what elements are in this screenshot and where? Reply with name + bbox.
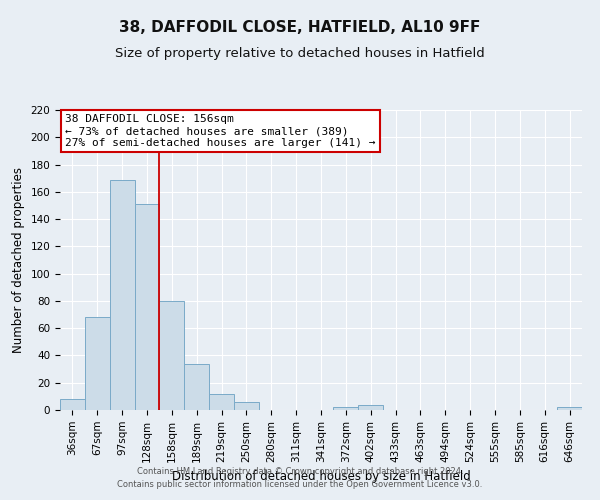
Bar (110, 180, 134, 410)
Bar (557, 408, 582, 410)
Bar (85, 318, 110, 410)
Bar (209, 394, 234, 410)
Bar (358, 404, 383, 410)
Bar (334, 408, 358, 410)
Text: 38, DAFFODIL CLOSE, HATFIELD, AL10 9FF: 38, DAFFODIL CLOSE, HATFIELD, AL10 9FF (119, 20, 481, 35)
Bar (60, 399, 85, 410)
Text: Contains public sector information licensed under the Open Government Licence v3: Contains public sector information licen… (118, 480, 482, 489)
Bar (184, 364, 209, 410)
Bar (160, 301, 184, 410)
Text: Size of property relative to detached houses in Hatfield: Size of property relative to detached ho… (115, 48, 485, 60)
Y-axis label: Number of detached properties: Number of detached properties (12, 167, 25, 353)
Text: Contains HM Land Registry data © Crown copyright and database right 2024.: Contains HM Land Registry data © Crown c… (137, 467, 463, 476)
Bar (134, 204, 160, 410)
Bar (234, 402, 259, 410)
X-axis label: Distribution of detached houses by size in Hatfield: Distribution of detached houses by size … (172, 470, 470, 483)
Text: 38 DAFFODIL CLOSE: 156sqm
← 73% of detached houses are smaller (389)
27% of semi: 38 DAFFODIL CLOSE: 156sqm ← 73% of detac… (65, 114, 376, 148)
